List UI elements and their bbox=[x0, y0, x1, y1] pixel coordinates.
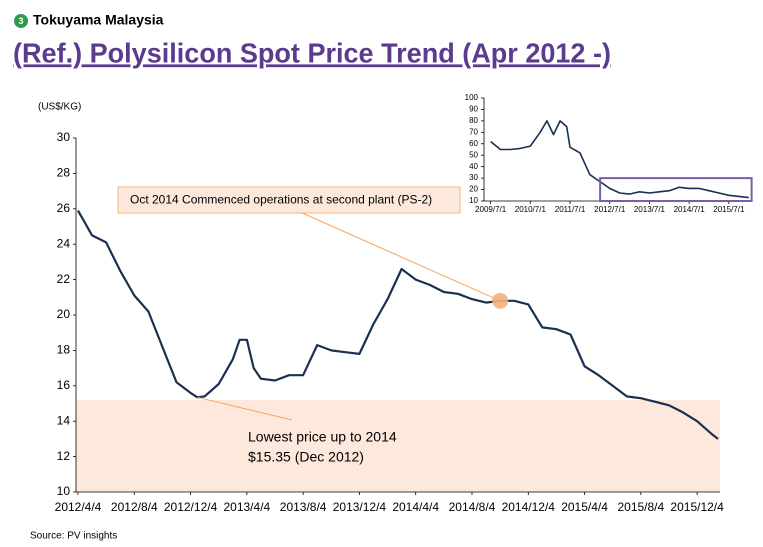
x-tick-label: 2012/12/4 bbox=[164, 500, 218, 514]
y-tick-label: 70 bbox=[469, 127, 478, 136]
x-tick-label: 2013/4/4 bbox=[223, 500, 270, 514]
x-tick-label: 2013/7/1 bbox=[634, 205, 666, 214]
y-tick-label: 60 bbox=[469, 139, 478, 148]
price-line bbox=[77, 210, 719, 440]
y-tick-label: 18 bbox=[57, 343, 71, 357]
x-tick-label: 2012/7/1 bbox=[594, 205, 626, 214]
y-tick-label: 10 bbox=[469, 196, 478, 205]
y-tick-label: 16 bbox=[57, 378, 71, 392]
y-tick-label: 50 bbox=[469, 150, 478, 159]
y-tick-label: 22 bbox=[57, 272, 71, 286]
y-tick-label: 26 bbox=[57, 201, 71, 215]
x-tick-label: 2014/8/4 bbox=[449, 500, 496, 514]
y-tick-label: 10 bbox=[57, 484, 71, 498]
x-tick-label: 2015/8/4 bbox=[617, 500, 664, 514]
annotation-leader bbox=[299, 211, 501, 302]
annotation-box bbox=[117, 186, 461, 214]
company-name: Tokuyama Malaysia bbox=[33, 12, 164, 28]
y-tick-label: 24 bbox=[57, 236, 71, 250]
inset-zoom-box bbox=[599, 177, 753, 203]
badge-number: 3 bbox=[18, 16, 23, 26]
y-tick-label: 90 bbox=[469, 105, 478, 114]
y-tick-label: 80 bbox=[469, 116, 478, 125]
slide-title: (Ref.) Polysilicon Spot Price Trend (Apr… bbox=[13, 37, 611, 68]
x-tick-label: 2013/12/4 bbox=[333, 500, 387, 514]
y-tick-label: 30 bbox=[57, 130, 71, 144]
x-tick-label: 2011/7/1 bbox=[555, 205, 586, 214]
y-tick-label: 40 bbox=[469, 162, 478, 171]
x-tick-label: 2010/7/1 bbox=[515, 205, 547, 214]
y-tick-label: 12 bbox=[57, 449, 71, 463]
annotation-text: Lowest price up to 2014 bbox=[248, 429, 397, 445]
y-tick-label: 14 bbox=[57, 413, 71, 427]
x-tick-label: 2015/12/4 bbox=[670, 500, 724, 514]
x-tick-label: 2013/8/4 bbox=[280, 500, 327, 514]
price-line bbox=[490, 120, 749, 199]
x-tick-label: 2014/12/4 bbox=[502, 500, 556, 514]
y-tick-label: 100 bbox=[465, 93, 479, 102]
annotation-text: $15.35 (Dec 2012) bbox=[248, 449, 364, 465]
x-tick-label: 2014/7/1 bbox=[674, 205, 706, 214]
highlight-band bbox=[76, 399, 720, 492]
annotation-point bbox=[492, 292, 509, 309]
source-note: Source: PV insights bbox=[30, 531, 117, 542]
y-tick-label: 30 bbox=[469, 173, 478, 182]
y-axis-label: (US$/KG) bbox=[38, 102, 81, 113]
y-tick-label: 20 bbox=[469, 185, 478, 194]
x-tick-label: 2012/8/4 bbox=[111, 500, 158, 514]
annotation-leader bbox=[197, 396, 293, 421]
x-tick-label: 2015/4/4 bbox=[561, 500, 608, 514]
y-tick-label: 28 bbox=[57, 166, 71, 180]
x-tick-label: 2012/4/4 bbox=[55, 500, 102, 514]
x-tick-label: 2014/4/4 bbox=[392, 500, 439, 514]
annotation-text: Oct 2014 Commenced operations at second … bbox=[130, 193, 432, 207]
badge-circle bbox=[14, 14, 28, 28]
y-tick-label: 20 bbox=[57, 307, 71, 321]
x-tick-label: 2015/7/1 bbox=[713, 205, 745, 214]
x-tick-label: 2009/7/1 bbox=[475, 205, 507, 214]
